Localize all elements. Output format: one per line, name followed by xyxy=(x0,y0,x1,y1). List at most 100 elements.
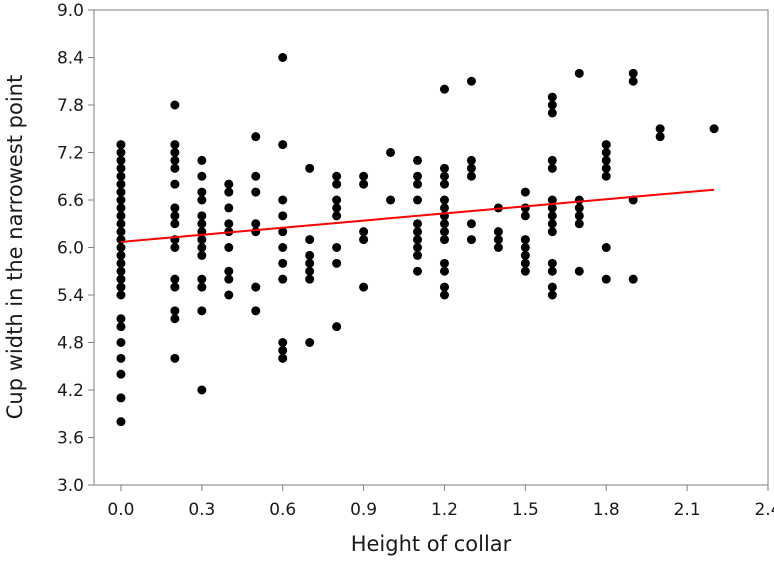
data-point xyxy=(278,338,288,347)
data-point xyxy=(413,235,423,245)
data-point xyxy=(170,274,180,284)
trend-line xyxy=(120,188,715,243)
data-point xyxy=(520,203,530,213)
data-point xyxy=(439,203,449,213)
data-point xyxy=(332,195,342,205)
data-point xyxy=(197,155,207,165)
data-point xyxy=(439,84,449,94)
data-point xyxy=(547,155,557,165)
data-point xyxy=(197,306,207,316)
data-point xyxy=(197,243,207,252)
data-point xyxy=(547,227,557,237)
data-point xyxy=(116,235,126,245)
data-point xyxy=(251,282,261,292)
data-point xyxy=(305,266,315,276)
data-point xyxy=(386,195,396,205)
data-point xyxy=(493,243,503,252)
data-point xyxy=(439,227,449,237)
data-point xyxy=(439,163,449,173)
y-tick-label: 7.2 xyxy=(57,144,84,164)
data-point xyxy=(439,219,449,229)
data-point xyxy=(547,258,557,268)
data-point xyxy=(116,211,126,221)
data-point xyxy=(520,235,530,245)
data-point xyxy=(413,171,423,181)
data-point xyxy=(547,266,557,276)
data-point xyxy=(574,203,584,213)
data-point xyxy=(278,345,288,355)
data-point xyxy=(224,187,234,197)
data-point xyxy=(628,274,638,284)
data-point xyxy=(547,203,557,213)
y-axis-title: Cup width in the narrowest point xyxy=(3,75,27,419)
data-point xyxy=(413,250,423,260)
data-point xyxy=(224,203,234,213)
y-tick-label: 3.0 xyxy=(57,476,84,496)
data-point xyxy=(116,140,126,150)
data-point xyxy=(305,235,315,245)
data-point xyxy=(170,179,180,189)
data-point xyxy=(520,187,530,197)
data-point xyxy=(224,290,234,300)
data-point xyxy=(116,195,126,205)
x-tick-label: 1.8 xyxy=(593,500,620,520)
data-point xyxy=(251,132,261,142)
data-point xyxy=(493,227,503,237)
data-point xyxy=(278,211,288,221)
data-point xyxy=(413,243,423,252)
data-point xyxy=(197,195,207,205)
data-point xyxy=(197,187,207,197)
data-point xyxy=(305,274,315,284)
data-point xyxy=(116,163,126,173)
y-axis: 3.0 3.6 4.2 4.8 5.4 6.0 6.6 7.2 7.8 8.4 9.0 xyxy=(57,1,94,496)
x-tick-label: 0.9 xyxy=(350,500,377,520)
data-point xyxy=(520,250,530,260)
data-point xyxy=(278,53,288,62)
data-point xyxy=(413,179,423,189)
y-tick-label: 8.4 xyxy=(57,49,84,69)
data-point xyxy=(413,155,423,165)
data-point xyxy=(116,266,126,276)
x-tick-label: 2.4 xyxy=(754,500,774,520)
data-point xyxy=(170,148,180,157)
data-point xyxy=(439,258,449,268)
data-point xyxy=(278,243,288,252)
data-point xyxy=(116,250,126,260)
data-point xyxy=(116,282,126,292)
y-tick-label: 5.4 xyxy=(57,286,84,306)
data-point xyxy=(332,203,342,213)
data-point xyxy=(170,353,180,363)
data-point xyxy=(197,211,207,221)
y-tick-label: 7.8 xyxy=(57,96,84,116)
data-point xyxy=(224,266,234,276)
data-point xyxy=(332,322,342,332)
data-point xyxy=(116,274,126,284)
data-point xyxy=(466,171,476,181)
data-point xyxy=(332,243,342,252)
data-point xyxy=(601,140,611,150)
data-point xyxy=(439,171,449,181)
data-point xyxy=(170,211,180,221)
data-point xyxy=(466,76,476,86)
data-point xyxy=(116,353,126,363)
y-tick-label: 4.2 xyxy=(57,381,84,401)
data-point xyxy=(520,211,530,221)
data-point xyxy=(224,274,234,284)
data-point xyxy=(359,227,369,237)
data-point xyxy=(305,338,315,347)
data-point xyxy=(359,171,369,181)
data-point xyxy=(170,219,180,229)
data-point xyxy=(116,393,126,403)
y-tick-label: 4.8 xyxy=(57,334,84,354)
data-point xyxy=(439,282,449,292)
data-point xyxy=(116,369,126,379)
data-point xyxy=(197,219,207,229)
data-point xyxy=(547,195,557,205)
data-point xyxy=(466,219,476,229)
data-point xyxy=(655,124,665,134)
data-point xyxy=(439,235,449,245)
data-point xyxy=(547,290,557,300)
x-axis-title: Height of collar xyxy=(351,532,512,556)
data-point xyxy=(628,68,638,78)
data-point xyxy=(332,171,342,181)
